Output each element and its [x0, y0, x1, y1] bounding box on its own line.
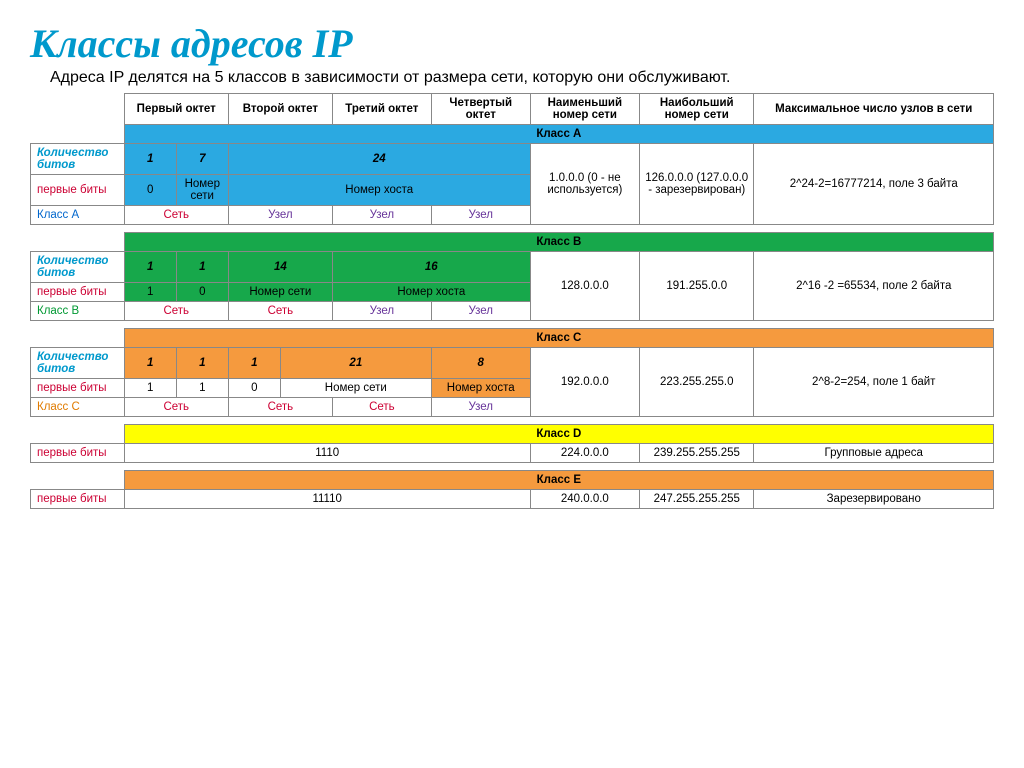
classB-o2: Сеть — [228, 302, 332, 321]
classB-o1: Сеть — [124, 302, 228, 321]
classB-o3: Узел — [332, 302, 431, 321]
classC-o1: Сеть — [124, 398, 228, 417]
classE-title: Класс E — [124, 471, 993, 490]
classB-bit2: 14 — [228, 252, 332, 283]
classA-o4: Узел — [431, 206, 530, 225]
classE-first: 11110 — [124, 490, 530, 509]
classA-banner: Класс A — [31, 125, 994, 144]
col-oct1: Первый октет — [124, 94, 228, 125]
classC-hosts: 2^8-2=254, поле 1 байт — [754, 348, 994, 417]
classB-hosts: 2^16 -2 =65534, поле 2 байта — [754, 252, 994, 321]
classA-netno: Номер сети — [176, 175, 228, 206]
classE-min: 240.0.0.0 — [530, 490, 639, 509]
classE-banner: Класс E — [31, 471, 994, 490]
classC-hostno: Номер хоста — [431, 379, 530, 398]
classB-label: Класс B — [31, 302, 125, 321]
firstbits-label-d: первые биты — [31, 444, 125, 463]
classB-netno: Номер сети — [228, 283, 332, 302]
classA-fb0: 0 — [124, 175, 176, 206]
classA-min: 1.0.0.0 (0 - не используется) — [530, 144, 639, 225]
classD-banner: Класс D — [31, 425, 994, 444]
classA-hostno: Номер хоста — [228, 175, 530, 206]
classC-bit1: 1 — [176, 348, 228, 379]
col-oct2: Второй октет — [228, 94, 332, 125]
classC-o3: Сеть — [332, 398, 431, 417]
classC-banner: Класс C — [31, 329, 994, 348]
col-oct3: Третий октет — [332, 94, 431, 125]
classB-bit1: 1 — [176, 252, 228, 283]
classE-max: 247.255.255.255 — [639, 490, 754, 509]
classB-bit0: 1 — [124, 252, 176, 283]
classB-min: 128.0.0.0 — [530, 252, 639, 321]
classC-bit0: 1 — [124, 348, 176, 379]
classB-max: 191.255.0.0 — [639, 252, 754, 321]
classB-hostno: Номер хоста — [332, 283, 530, 302]
classA-bit0: 1 — [124, 144, 176, 175]
col-maxnet: Наибольший номер сети — [639, 94, 754, 125]
classC-bit4: 8 — [431, 348, 530, 379]
classD-hosts: Групповые адреса — [754, 444, 994, 463]
firstbits-label-e: первые биты — [31, 490, 125, 509]
ip-class-table: Первый октет Второй октет Третий октет Ч… — [30, 93, 994, 509]
classA-bit1: 7 — [176, 144, 228, 175]
header-row: Первый октет Второй октет Третий октет Ч… — [31, 94, 994, 125]
classC-max: 223.255.255.0 — [639, 348, 754, 417]
classD-first: 1110 — [124, 444, 530, 463]
bits-label-c: Количество битов — [31, 348, 125, 379]
col-minnet: Наименьший номер сети — [530, 94, 639, 125]
col-maxhosts: Максимальное число узлов в сети — [754, 94, 994, 125]
classD-min: 224.0.0.0 — [530, 444, 639, 463]
classA-o3: Узел — [332, 206, 431, 225]
classB-fb1: 0 — [176, 283, 228, 302]
classA-max: 126.0.0.0 (127.0.0.0 - зарезервирован) — [639, 144, 754, 225]
classB-fb0: 1 — [124, 283, 176, 302]
classA-o2: Узел — [228, 206, 332, 225]
classC-label: Класс С — [31, 398, 125, 417]
classA-bit2: 24 — [228, 144, 530, 175]
classC-bit3: 21 — [280, 348, 431, 379]
classD-max: 239.255.255.255 — [639, 444, 754, 463]
bits-label: Количество битов — [31, 144, 125, 175]
classE-hosts: Зарезервировано — [754, 490, 994, 509]
classA-hosts: 2^24-2=16777214, поле 3 байта — [754, 144, 994, 225]
classC-title: Класс C — [124, 329, 993, 348]
classC-fb2: 0 — [228, 379, 280, 398]
classD-title: Класс D — [124, 425, 993, 444]
classA-title: Класс A — [124, 125, 993, 144]
firstbits-label-c: первые биты — [31, 379, 125, 398]
classC-min: 192.0.0.0 — [530, 348, 639, 417]
col-oct4: Четвертый октет — [431, 94, 530, 125]
classC-fb0: 1 — [124, 379, 176, 398]
classC-netno: Номер сети — [280, 379, 431, 398]
classC-bit2: 1 — [228, 348, 280, 379]
firstbits-label-b: первые биты — [31, 283, 125, 302]
classA-label: Класс А — [31, 206, 125, 225]
classB-title: Класс B — [124, 233, 993, 252]
classB-o4: Узел — [431, 302, 530, 321]
page-subtitle: Адреса IP делятся на 5 классов в зависим… — [50, 69, 994, 87]
classB-bit3: 16 — [332, 252, 530, 283]
classA-o1: Сеть — [124, 206, 228, 225]
classC-fb1: 1 — [176, 379, 228, 398]
page-title: Классы адресов IP — [30, 20, 994, 67]
bits-label-b: Количество битов — [31, 252, 125, 283]
classC-o2: Сеть — [228, 398, 332, 417]
classB-banner: Класс B — [31, 233, 994, 252]
classC-o4: Узел — [431, 398, 530, 417]
firstbits-label: первые биты — [31, 175, 125, 206]
